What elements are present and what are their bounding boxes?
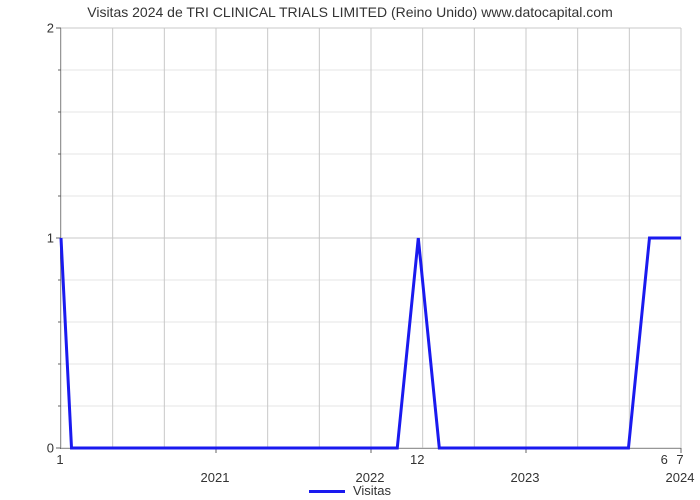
plot-svg bbox=[61, 28, 681, 448]
y-tick-label: 1 bbox=[34, 231, 54, 246]
x-tick-label: 1 bbox=[56, 452, 63, 467]
legend-label: Visitas bbox=[353, 483, 391, 498]
legend: Visitas bbox=[0, 483, 700, 498]
x-tick-label: 6 bbox=[661, 452, 668, 467]
x-tick-label: 12 bbox=[410, 452, 424, 467]
y-tick-label: 0 bbox=[34, 441, 54, 456]
chart-title: Visitas 2024 de TRI CLINICAL TRIALS LIMI… bbox=[0, 4, 700, 20]
tickmarks-group bbox=[56, 28, 681, 453]
plot-area bbox=[60, 28, 681, 449]
x-tick-label: 7 bbox=[676, 452, 683, 467]
gridlines-group bbox=[61, 28, 681, 448]
legend-swatch bbox=[309, 490, 345, 493]
chart-container: Visitas 2024 de TRI CLINICAL TRIALS LIMI… bbox=[0, 0, 700, 500]
y-tick-label: 2 bbox=[34, 21, 54, 36]
